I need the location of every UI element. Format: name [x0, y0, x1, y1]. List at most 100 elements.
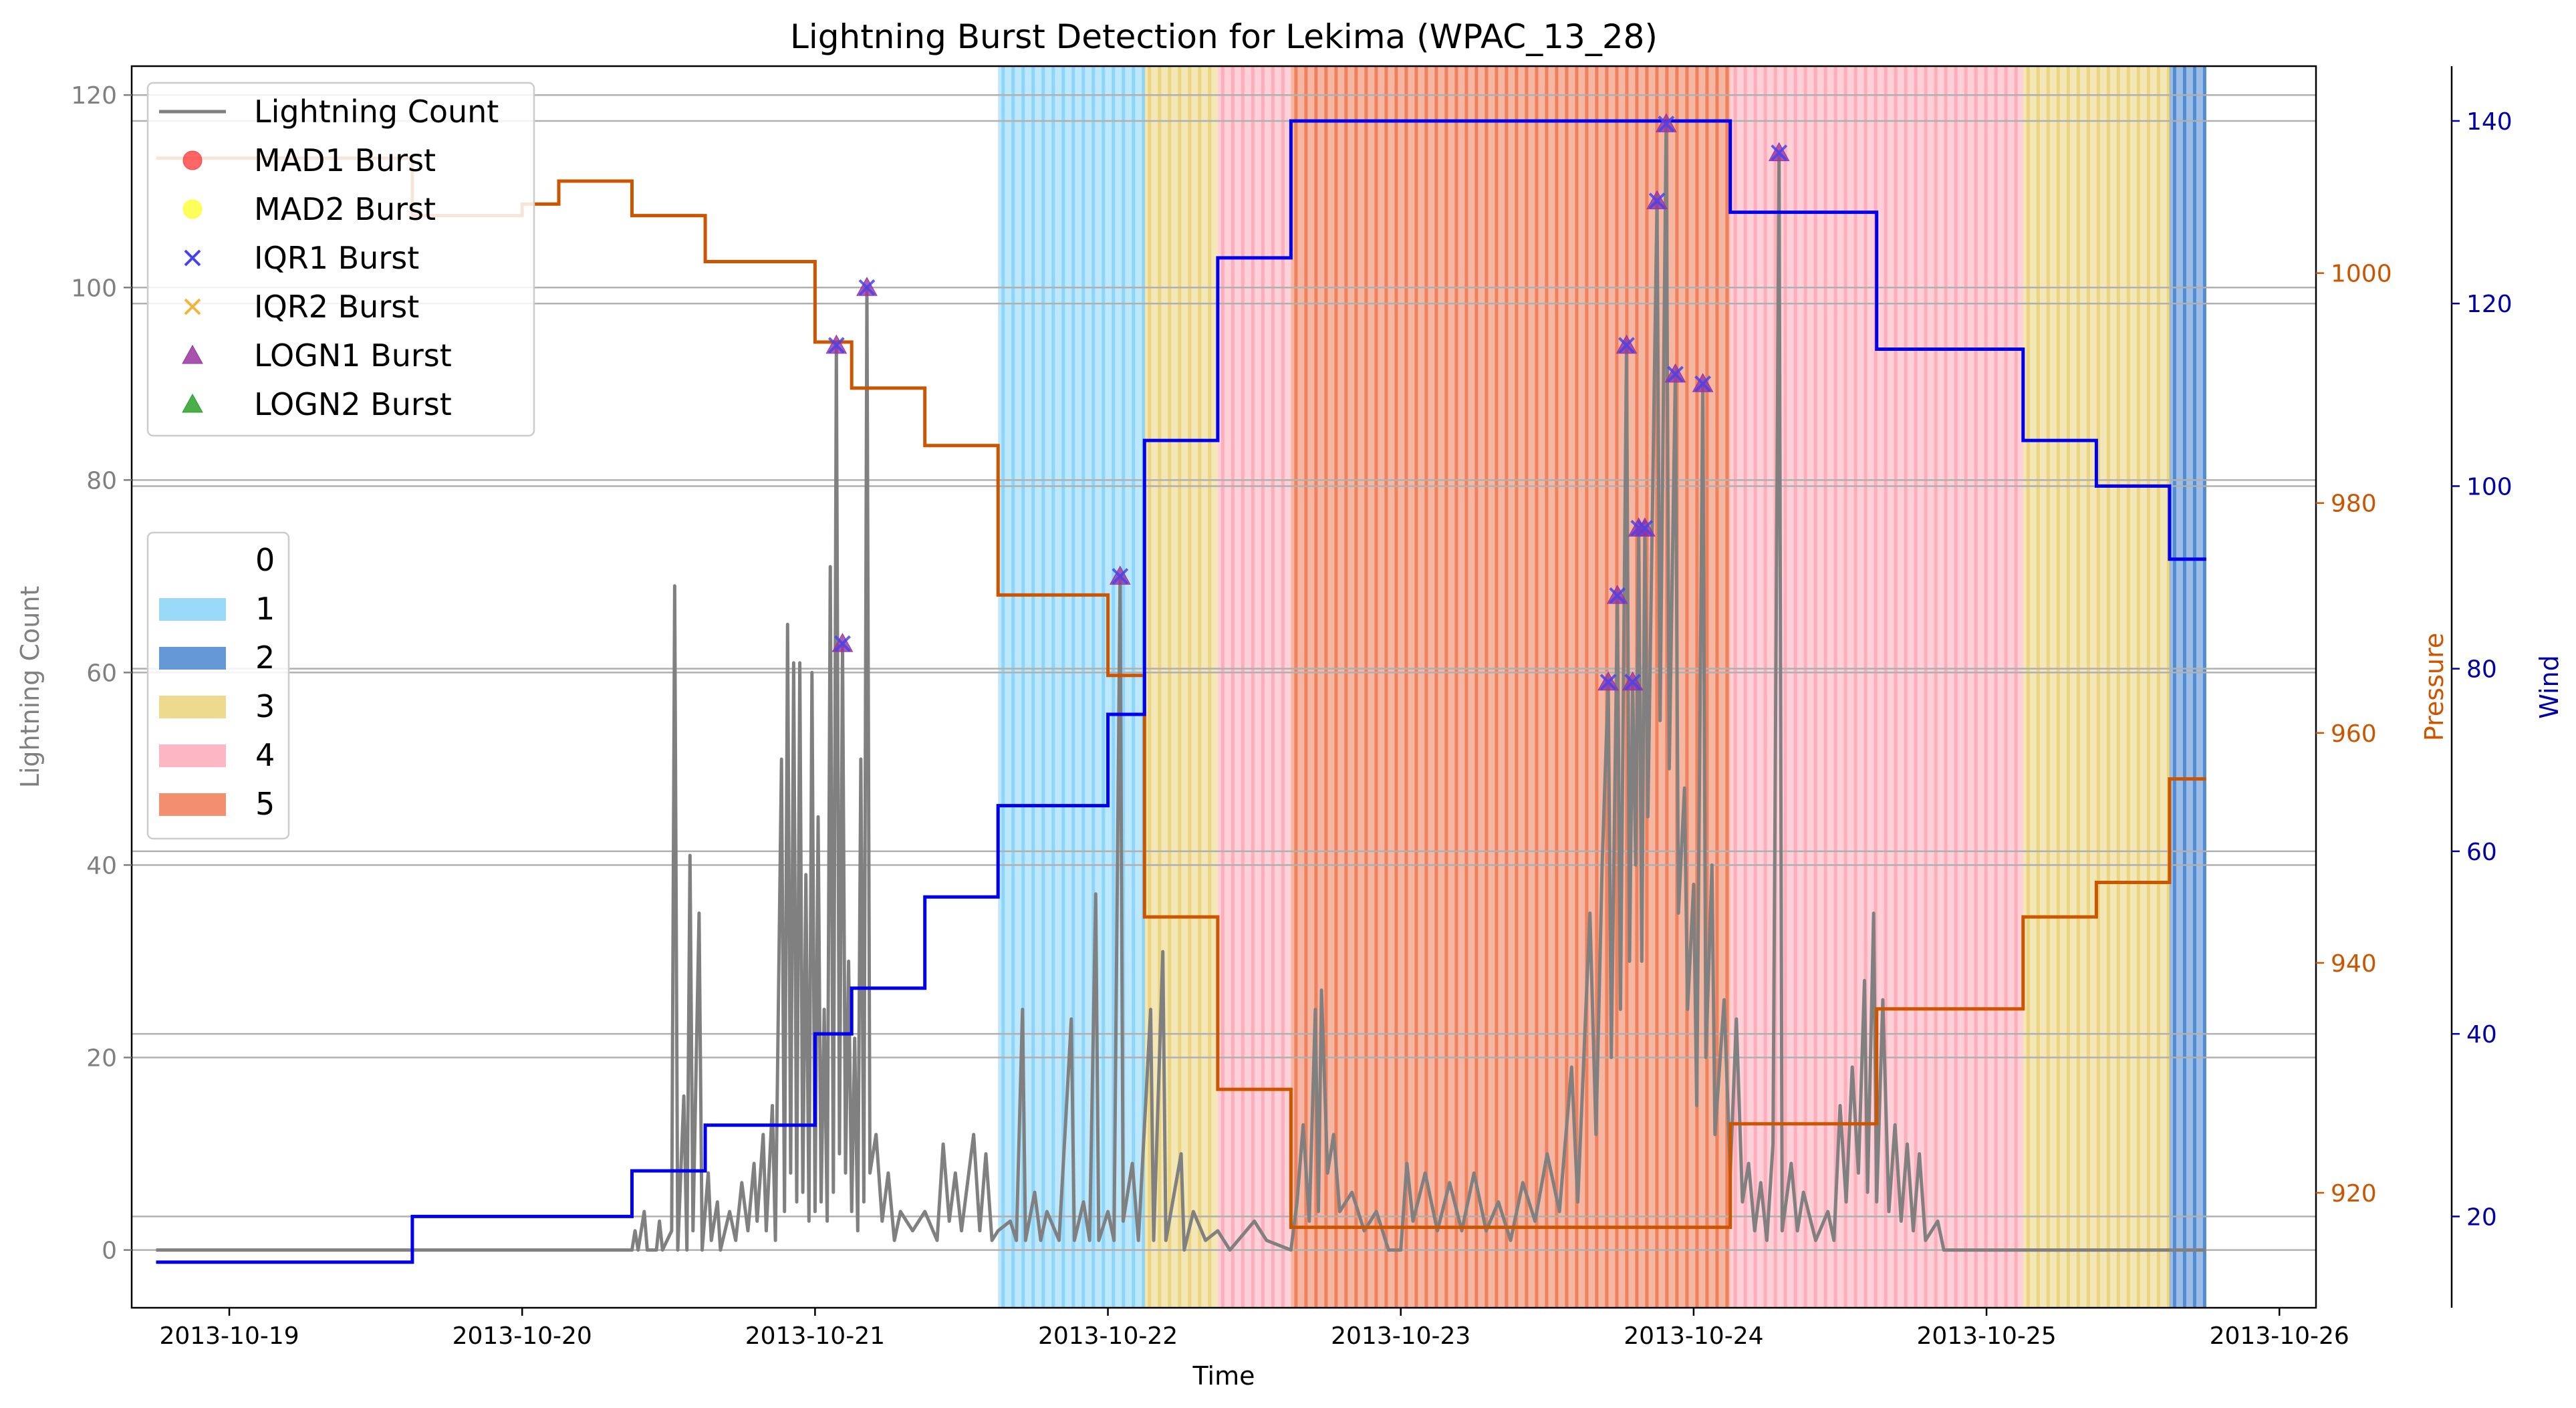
- legend-circle-swatch: [182, 150, 203, 170]
- burst-marker: [1646, 190, 1668, 210]
- legend-category-entry: 3: [159, 688, 275, 724]
- legend-series-entry: Lightning Count: [159, 94, 499, 130]
- legend-category-label: 1: [255, 591, 275, 627]
- burst-marker: [1616, 334, 1638, 354]
- y-right2-tick-label: 100: [2466, 473, 2513, 501]
- iqr1-burst-marker: [1618, 337, 1635, 354]
- y-tick-label: 20: [86, 1045, 117, 1073]
- legend-series-label: MAD2 Burst: [254, 191, 436, 227]
- y-right-tick-label: 940: [2331, 950, 2377, 978]
- legend-series-label: LOGN2 Burst: [254, 386, 452, 422]
- plot-frame: [130, 65, 2317, 1309]
- legend-category-swatch: [159, 696, 226, 718]
- y-right-tick-label: 1000: [2331, 261, 2392, 288]
- x-tick-label: 2013-10-26: [2210, 1322, 2349, 1350]
- legend-series-box: [146, 82, 535, 437]
- burst-marker: [1655, 113, 1677, 132]
- wind-series: [156, 119, 2206, 1264]
- legend-series-label: IQR2 Burst: [254, 289, 419, 325]
- burst-markers: [825, 113, 1790, 691]
- y-tick-label: 60: [86, 660, 117, 687]
- axes: 2013-10-19 2013-10-20 2013-10-21 2013-10-22…: [71, 66, 2513, 1350]
- legend-series-label: Lightning Count: [254, 94, 499, 130]
- legend-series-entry: IQR2 Burst: [184, 289, 419, 325]
- legend-category-swatch: [159, 744, 226, 767]
- legend-circle-swatch: [182, 199, 203, 219]
- iqr1-burst-marker: [1112, 567, 1129, 585]
- legend-category-swatch: [159, 598, 226, 621]
- x-axis-label: Time: [1192, 1361, 1255, 1391]
- burst-marker: [1634, 517, 1656, 537]
- y-right-tick-label: 960: [2331, 720, 2377, 748]
- burst-marker: [856, 277, 878, 296]
- iqr1-burst-marker: [827, 337, 845, 354]
- burst-marker: [1664, 363, 1686, 383]
- burst-marker: [1109, 565, 1131, 585]
- chart-title: Lightning Burst Detection for Lekima (WP…: [790, 17, 1658, 56]
- legend-category-label: 2: [255, 640, 275, 676]
- legend-category-label: 4: [255, 737, 275, 773]
- legend-category-entry: 5: [159, 786, 275, 822]
- y-right2-tick-label: 120: [2466, 291, 2513, 318]
- legend-series-label: MAD1 Burst: [254, 142, 436, 178]
- legend-series-label: LOGN1 Burst: [254, 337, 452, 374]
- burst-marker: [1768, 142, 1790, 162]
- legend-series-entry: LOGN2 Burst: [182, 386, 452, 422]
- y-tick-label: 0: [102, 1238, 117, 1265]
- y-right2-tick-label: 80: [2466, 656, 2497, 684]
- y-right-axis-label: Pressure: [2420, 633, 2449, 741]
- legend-category-swatch: [159, 793, 226, 816]
- y-right2-tick-label: 40: [2466, 1021, 2497, 1048]
- iqr1-burst-marker: [1624, 674, 1642, 691]
- category-band-2: [2169, 66, 2206, 1308]
- legend-series-label: IQR1 Burst: [254, 240, 419, 276]
- legend-category-label: 0: [255, 542, 275, 578]
- burst-marker: [1622, 671, 1644, 691]
- iqr1-burst-marker: [1771, 144, 1788, 162]
- x-tick-label: 2013-10-24: [1624, 1322, 1763, 1350]
- legend-category-label: 3: [255, 688, 275, 724]
- x-tick-label: 2013-10-19: [159, 1322, 299, 1350]
- burst-marker: [1606, 585, 1628, 604]
- x-tick-label: 2013-10-21: [745, 1322, 885, 1350]
- legend-category-label: 5: [255, 786, 275, 822]
- category-bands: [998, 66, 2206, 1308]
- legend-category-entry: 4: [159, 737, 275, 773]
- legend-category-entry: 2: [159, 640, 275, 676]
- y-axis-label: Lightning Count: [15, 586, 45, 789]
- legend-series-entry: LOGN1 Burst: [182, 337, 452, 374]
- y-tick-label: 100: [71, 275, 117, 302]
- x-tick-label: 2013-10-22: [1038, 1322, 1178, 1350]
- category-band-4: [1217, 66, 1291, 1308]
- legend-triangle-swatch: [182, 393, 203, 413]
- legend-triangle-swatch: [182, 344, 203, 364]
- gridlines: [132, 94, 2316, 1251]
- lightning-series: [156, 122, 2206, 1252]
- category-band-3: [1144, 66, 1218, 1308]
- legend-category-swatch: [159, 647, 226, 670]
- burst-marker: [825, 334, 848, 354]
- legend-series-entry: IQR1 Burst: [184, 240, 419, 276]
- legend-category: 0 1 2 3 4 5: [146, 531, 290, 840]
- legend-x-swatch: [184, 249, 201, 267]
- legend-series-entry: MAD1 Burst: [182, 142, 436, 178]
- y-tick-label: 40: [86, 852, 117, 879]
- legend-series-entry: MAD2 Burst: [182, 191, 436, 227]
- iqr1-burst-marker: [1694, 375, 1712, 392]
- legend-x-swatch: [184, 298, 201, 315]
- lightning-count-line: [156, 122, 2206, 1252]
- legend-series: Lightning Count MAD1 Burst MAD2 Burst IQR1 …: [146, 82, 535, 437]
- y-tick-label: 80: [86, 467, 117, 495]
- iqr1-burst-marker: [1599, 674, 1617, 691]
- legend-category-entry: 0: [255, 542, 275, 578]
- x-tick-label: 2013-10-20: [453, 1322, 592, 1350]
- category-band-3: [2023, 66, 2170, 1308]
- y-right2-tick-label: 60: [2466, 839, 2497, 866]
- y-right-tick-label: 980: [2331, 490, 2377, 518]
- y-right2-axis-label: Wind: [2535, 655, 2564, 719]
- wind-line: [156, 119, 2206, 1264]
- y-right-tick-label: 920: [2331, 1180, 2377, 1208]
- pressure-line: [156, 156, 2206, 1230]
